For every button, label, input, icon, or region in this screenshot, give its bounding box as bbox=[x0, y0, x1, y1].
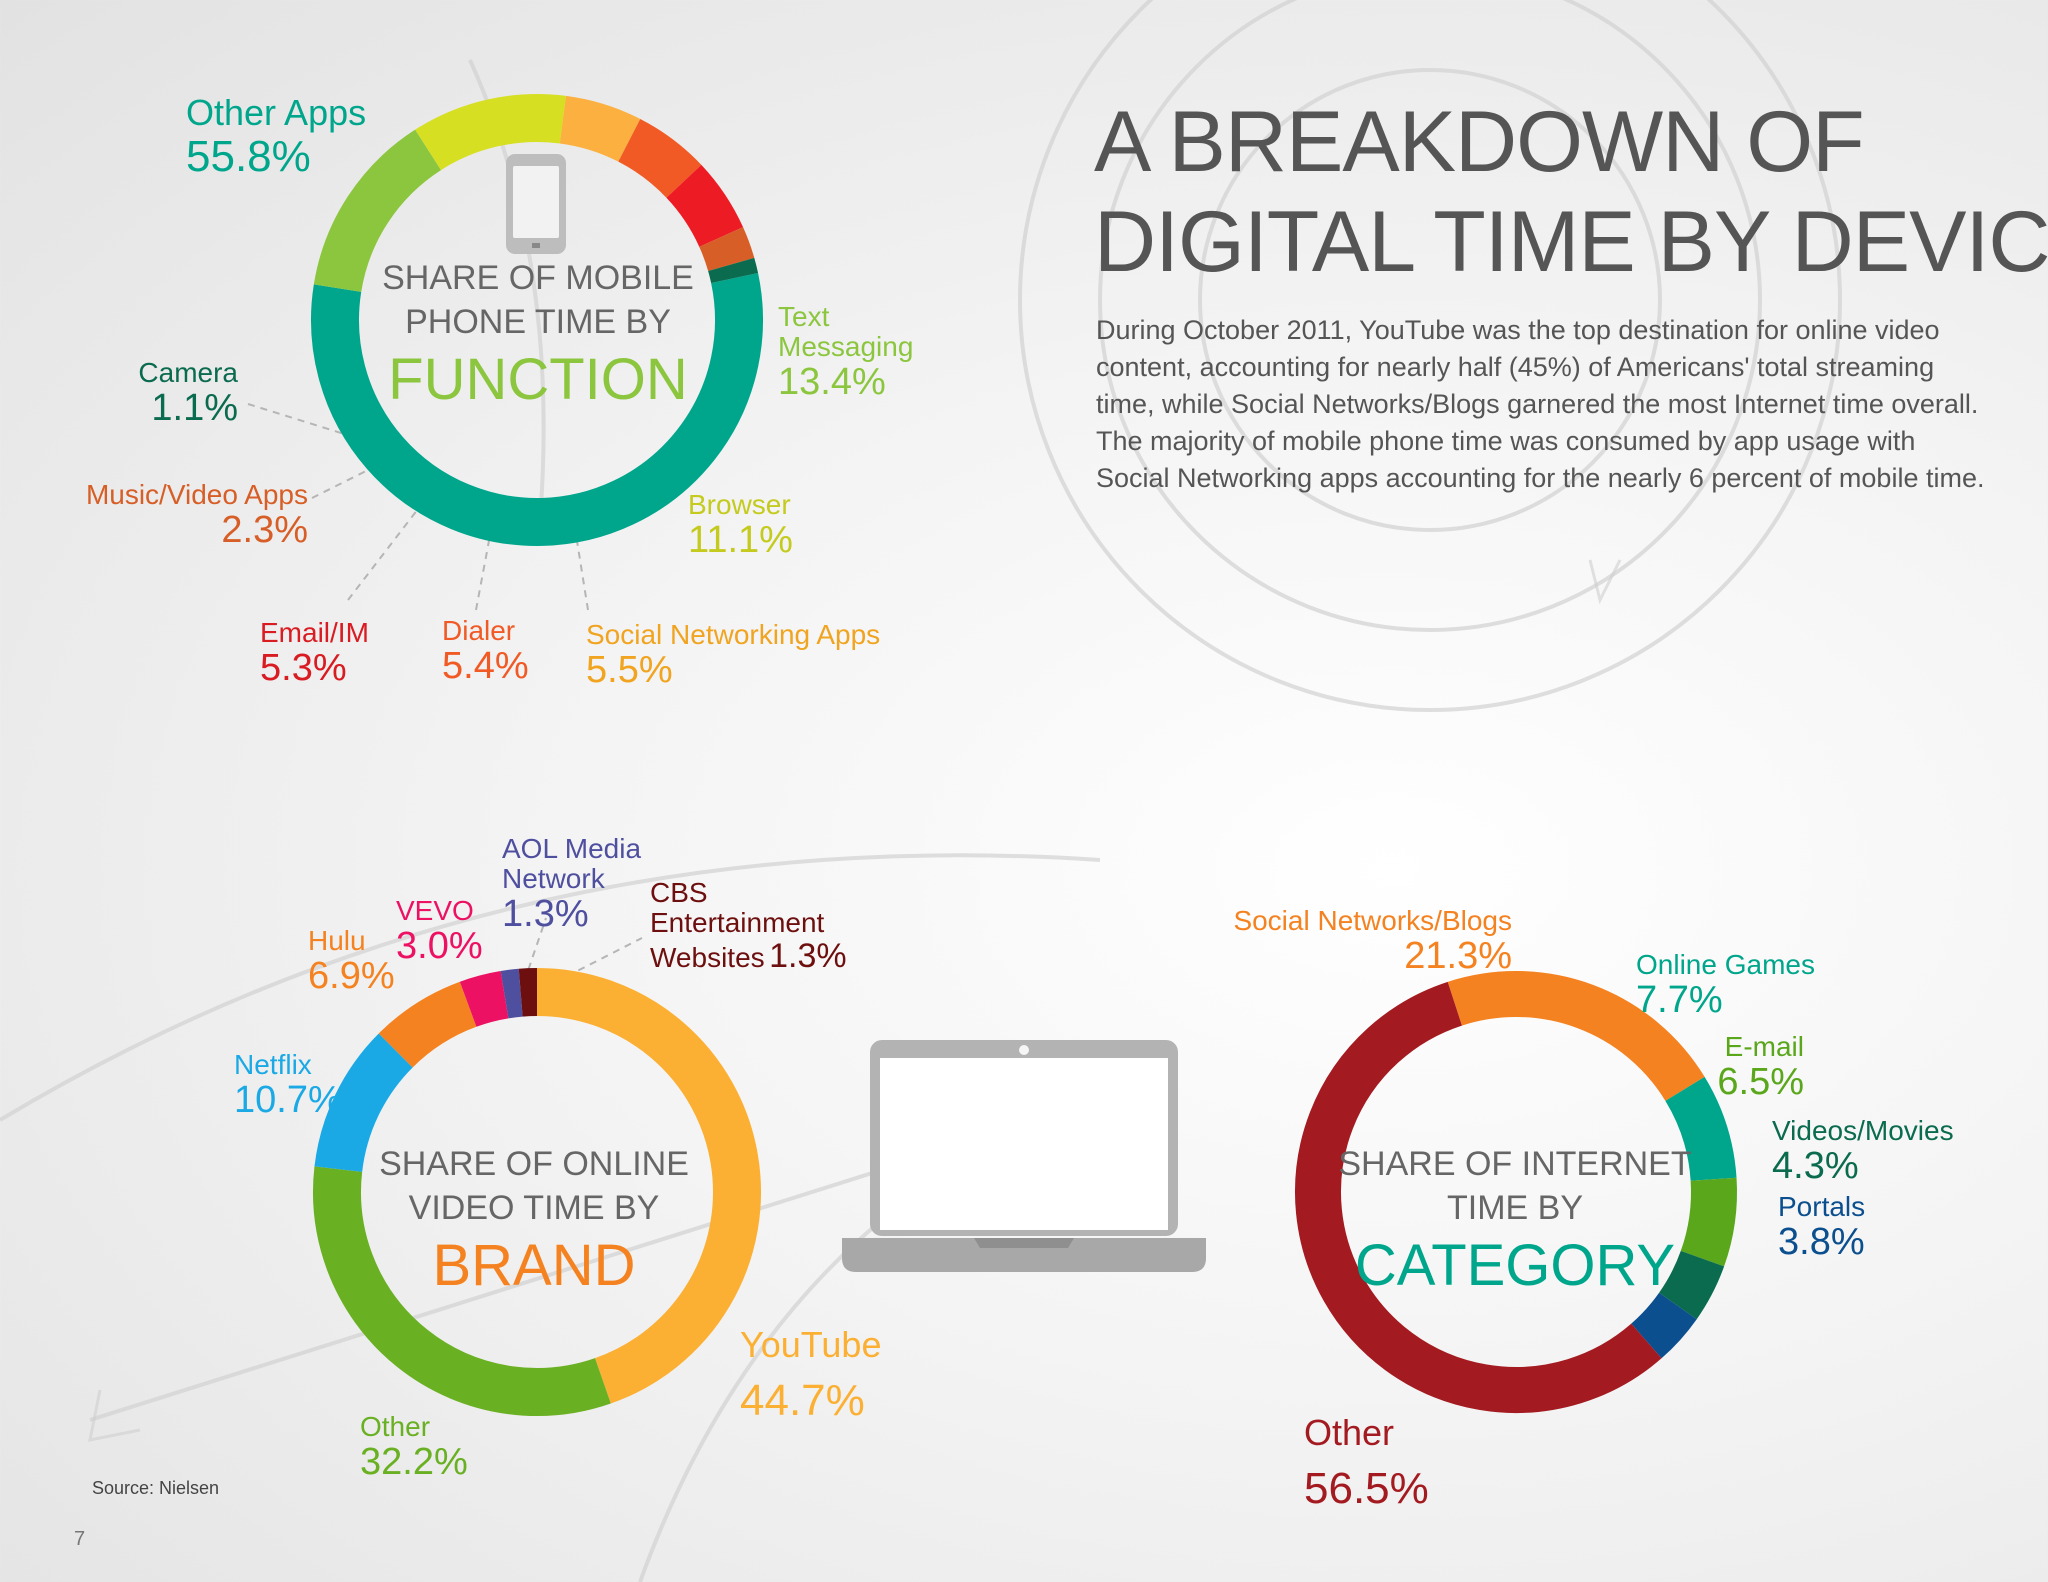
mobile-phone-icon bbox=[506, 154, 566, 254]
mobile-chart-title-line-1: SHARE OF MOBILE bbox=[382, 259, 694, 297]
slice-dialer bbox=[617, 118, 702, 199]
video-chart-title-line-2: VIDEO TIME BY bbox=[408, 1189, 660, 1227]
slice-e-mail bbox=[1680, 1177, 1737, 1267]
slice-social-networking-apps bbox=[559, 95, 641, 162]
slice-email-im bbox=[666, 164, 744, 248]
page-title: A BREAKDOWN OF DIGITAL TIME BY DEVICE bbox=[1094, 92, 2048, 292]
slice-label-videos-movies: Videos/Movies 4.3% bbox=[1772, 1115, 1954, 1188]
slice-vevo bbox=[459, 970, 509, 1027]
slice-label-other-internet: Other 56.5% bbox=[1304, 1412, 1429, 1513]
slice-label-other-video: Other 32.2% bbox=[360, 1411, 468, 1484]
internet-chart-title-line-1: SHARE OF INTERNET bbox=[1338, 1145, 1692, 1183]
internet-category-ring bbox=[1295, 971, 1737, 1413]
slice-hulu bbox=[378, 981, 477, 1068]
slice-youtube bbox=[536, 968, 761, 1404]
slice-aol-media-network bbox=[500, 968, 523, 1019]
slice-cbs-entertainment-websites bbox=[518, 968, 538, 1017]
slice-label-social-networking-apps: Social Networking Apps 5.5% bbox=[586, 619, 881, 692]
mobile-chart-title-line-2: PHONE TIME BY bbox=[405, 303, 671, 341]
slice-label-other-apps: Other Apps 55.8% bbox=[186, 92, 367, 181]
mobile-chart-keyword: FUNCTION bbox=[388, 347, 688, 412]
slice-label-camera: Camera 1.1% bbox=[138, 357, 238, 430]
source-note: Source: Nielsen bbox=[92, 1478, 220, 1498]
mobile-chart-center-title: SHARE OF MOBILE PHONE TIME BY FUNCTION bbox=[360, 256, 716, 416]
slice-label-cbs-entertainment: CBS Entertainment Websites 1.3% bbox=[650, 877, 847, 976]
internet-chart-title-line-2: TIME BY bbox=[1446, 1189, 1584, 1227]
slice-label-social-networks-blogs: Social Networks/Blogs 21.3% bbox=[1233, 905, 1512, 978]
internet-chart-center-title: SHARE OF INTERNET TIME BY CATEGORY bbox=[1336, 1142, 1694, 1302]
slice-other bbox=[1295, 981, 1662, 1413]
slice-label-email-im: Email/IM 5.3% bbox=[260, 617, 369, 690]
video-chart-center-title: SHARE OF ONLINE VIDEO TIME BY BRAND bbox=[358, 1142, 710, 1302]
video-chart-keyword: BRAND bbox=[432, 1233, 636, 1298]
slice-other-apps bbox=[311, 273, 763, 546]
video-brand-ring bbox=[313, 968, 761, 1416]
slice-netflix bbox=[314, 1033, 414, 1173]
slice-browser bbox=[415, 94, 566, 171]
slice-music-video-apps bbox=[699, 227, 755, 272]
title-line-2: DIGITAL TIME BY DEVICE bbox=[1094, 194, 2048, 290]
slice-label-text-messaging: Text Messaging 13.4% bbox=[778, 301, 914, 404]
title-line-1: A BREAKDOWN OF bbox=[1094, 94, 1865, 190]
slice-other bbox=[313, 1166, 611, 1416]
slice-social-networks-blogs bbox=[1447, 971, 1705, 1102]
mobile-function-ring bbox=[311, 94, 763, 546]
slice-label-netflix: Netflix 10.7% bbox=[234, 1049, 342, 1122]
slice-label-online-games: Online Games 7.7% bbox=[1636, 949, 1815, 1022]
slice-label-browser: Browser 11.1% bbox=[688, 489, 793, 562]
slice-label-portals: Portals 3.8% bbox=[1778, 1191, 1866, 1264]
intro-paragraph: During October 2011, YouTube was the top… bbox=[1096, 315, 1985, 493]
slice-label-aol-media-network: AOL Media Network 1.3% bbox=[502, 833, 642, 936]
slice-camera bbox=[708, 257, 759, 284]
internet-chart-keyword: CATEGORY bbox=[1354, 1233, 1676, 1298]
slice-label-dialer: Dialer 5.4% bbox=[442, 615, 529, 688]
slice-videos-movies bbox=[1658, 1250, 1725, 1320]
slice-label-hulu: Hulu 6.9% bbox=[308, 925, 395, 998]
slice-portals bbox=[1630, 1292, 1697, 1359]
slice-label-music-video-apps: Music/Video Apps 2.3% bbox=[85, 479, 308, 552]
slice-label-vevo: VEVO 3.0% bbox=[396, 895, 483, 968]
slice-label-youtube: YouTube 44.7% bbox=[740, 1324, 882, 1425]
slice-text-messaging bbox=[313, 129, 442, 293]
video-chart-title-line-1: SHARE OF ONLINE bbox=[379, 1145, 689, 1183]
slice-label-email: E-mail 6.5% bbox=[1717, 1031, 1804, 1104]
page-number: 7 bbox=[74, 1528, 86, 1550]
slice-online-games bbox=[1665, 1076, 1737, 1182]
